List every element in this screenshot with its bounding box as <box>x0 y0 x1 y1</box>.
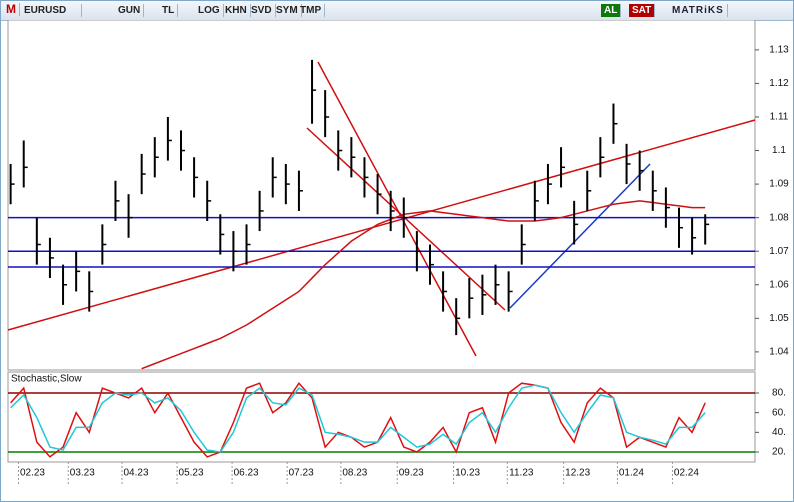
x-tick-label: 04.23 <box>124 468 149 479</box>
y-tick-label: 1.09 <box>769 179 789 190</box>
brand: MATRiKS <box>669 4 728 17</box>
y-tick-label: 1.12 <box>769 78 789 89</box>
button[interactable]: LOG <box>195 4 224 17</box>
x-tick-label: 11.23 <box>509 468 534 479</box>
chart: 1.04 1.05 1.06 1.07 1.08 1.09 1.1 1.11 1.12 1.13 2… <box>7 20 789 486</box>
button[interactable]: TMP <box>297 4 326 17</box>
x-tick-label: 07.23 <box>289 468 314 479</box>
series-line <box>10 384 706 453</box>
buy-button[interactable]: AL <box>601 4 622 17</box>
trendline <box>509 163 651 309</box>
series-line <box>141 200 706 370</box>
x-tick-label: 05.23 <box>179 468 204 479</box>
x-tick-label: 08.23 <box>342 468 367 479</box>
y-tick-label: 1.07 <box>769 246 789 257</box>
y-tick-label: 20. <box>772 447 786 458</box>
y-tick-label: 40. <box>772 427 786 438</box>
button[interactable]: TL <box>159 4 179 17</box>
button[interactable]: SYM <box>273 4 302 17</box>
x-tick-label: 12.23 <box>565 468 590 479</box>
trendline <box>306 127 506 311</box>
stoch-panel <box>7 371 756 463</box>
series-line <box>10 381 706 458</box>
y-tick-label: 1.06 <box>769 279 789 290</box>
x-tick-label: 06.23 <box>234 468 259 479</box>
button[interactable]: GUN <box>115 4 145 17</box>
logo: M <box>3 3 20 16</box>
y-tick-label: 1.13 <box>769 45 789 56</box>
button[interactable]: SVD <box>248 4 276 17</box>
y-tick-label: 1.04 <box>769 347 789 358</box>
toolbar: M EURUSD GUN TL LOG KHN SVD SYM TMP AL S… <box>1 1 793 21</box>
trendline <box>7 119 756 331</box>
y-tick-label: 1.1 <box>772 145 786 156</box>
y-tick-label: 1.11 <box>770 112 789 123</box>
symbol[interactable]: EURUSD <box>21 4 82 17</box>
x-tick-label: 10.23 <box>455 468 480 479</box>
price-panel <box>7 20 756 371</box>
y-tick-label: 60. <box>772 407 786 418</box>
panel-title: Stochastic,Slow <box>11 374 82 385</box>
x-tick-label: 02.24 <box>674 468 699 479</box>
x-tick-label: 09.23 <box>399 468 424 479</box>
trendline <box>317 61 477 357</box>
x-tick-label: 03.23 <box>70 468 95 479</box>
x-tick-label: 01.24 <box>619 468 644 479</box>
button[interactable]: KHN <box>222 4 251 17</box>
x-tick-label: 02.23 <box>20 468 45 479</box>
sell-button[interactable]: SAT <box>629 4 656 17</box>
y-tick-label: 80. <box>772 388 786 399</box>
y-tick-label: 1.05 <box>769 313 789 324</box>
y-tick-label: 1.08 <box>769 212 789 223</box>
